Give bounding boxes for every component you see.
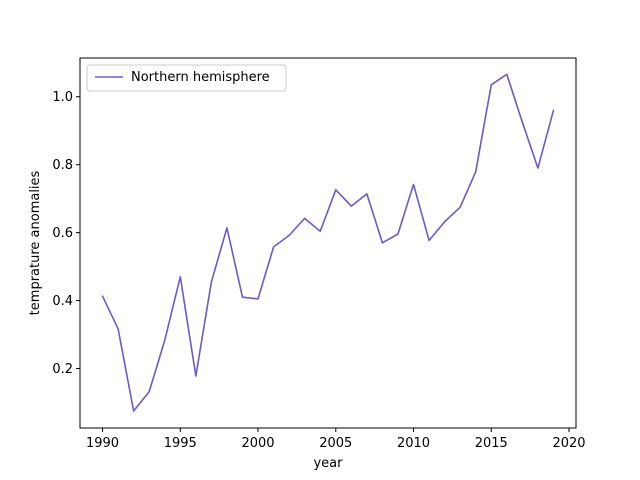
x-tick-label: 2015: [475, 436, 508, 451]
x-tick-label: 2010: [397, 436, 430, 451]
y-axis-label: temprature anomalies: [28, 170, 43, 315]
x-tick-label: 2005: [319, 436, 352, 451]
plot-frame: [79, 57, 577, 429]
x-axis-label: year: [313, 456, 343, 471]
y-tick-label: 0.8: [52, 158, 73, 173]
x-tick-label: 1995: [164, 436, 197, 451]
series-layer: [101, 73, 555, 412]
y-axis-ticks: 0.2 0.4 0.6 0.8 1.0: [52, 90, 80, 377]
series-line-northern-hemisphere: [101, 73, 555, 412]
x-tick-label: 1990: [86, 436, 119, 451]
y-tick-label: 0.2: [52, 362, 73, 377]
y-tick-label: 1.0: [52, 90, 73, 105]
x-tick-label: 2020: [552, 436, 585, 451]
plot-area: [80, 58, 576, 428]
legend-label-northern-hemisphere: Northern hemisphere: [131, 70, 270, 85]
y-tick-label: 0.4: [52, 294, 73, 309]
x-axis-ticks: 1990 1995 2000 2005 2010 2015 2020: [86, 428, 586, 451]
y-tick-label: 0.6: [52, 226, 73, 241]
legend-box: [86, 64, 287, 92]
x-tick-label: 2000: [241, 436, 274, 451]
legend: Northern hemisphere: [86, 64, 287, 92]
